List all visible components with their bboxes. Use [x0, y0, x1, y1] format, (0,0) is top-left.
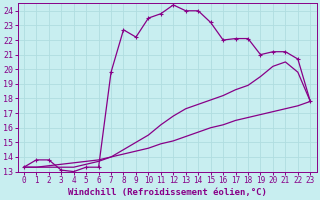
- X-axis label: Windchill (Refroidissement éolien,°C): Windchill (Refroidissement éolien,°C): [68, 188, 267, 197]
